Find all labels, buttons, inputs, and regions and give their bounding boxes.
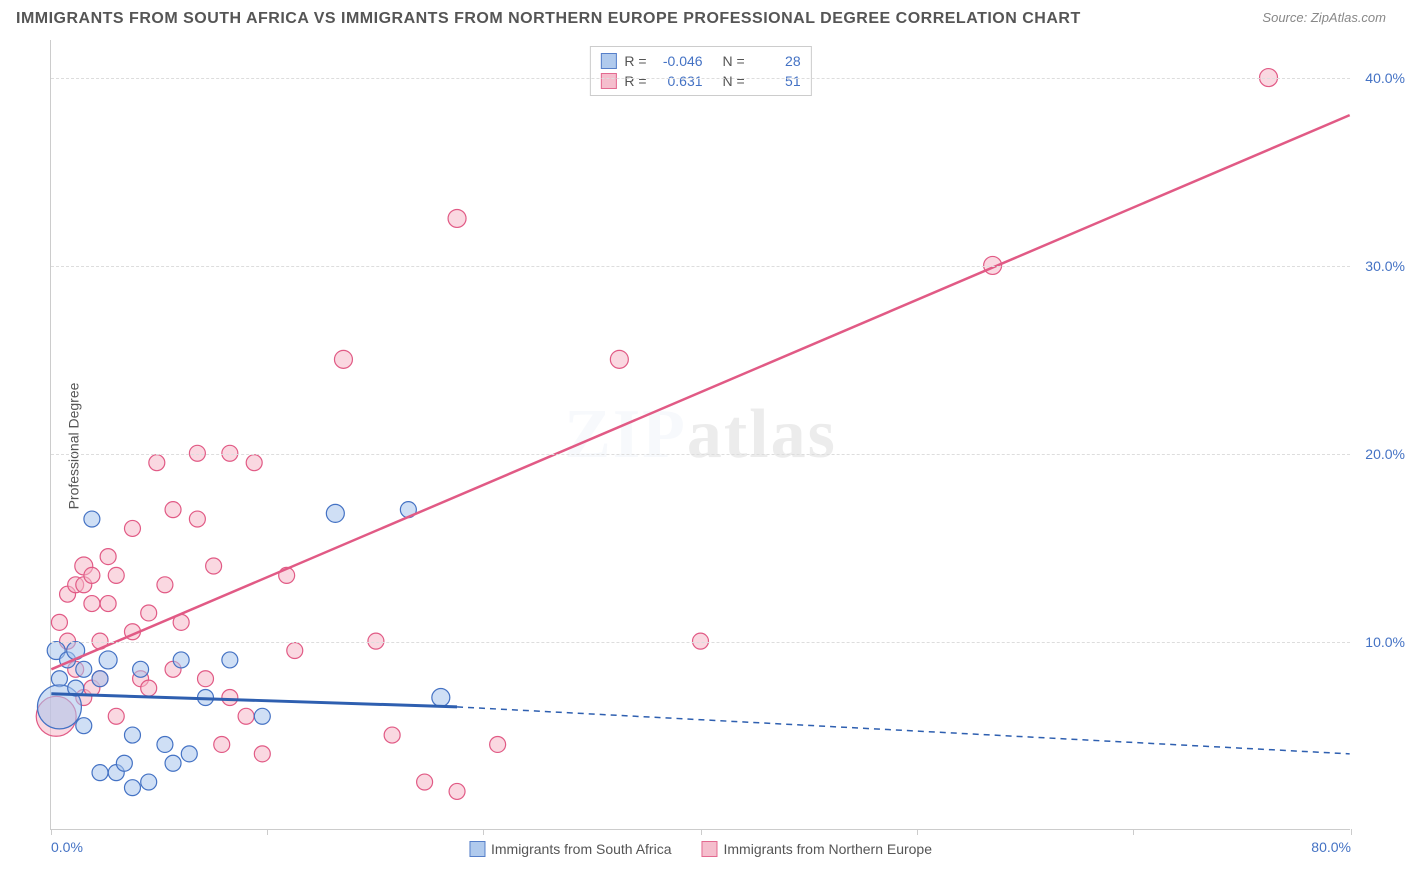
trend-line-extension	[457, 707, 1350, 754]
gridline	[51, 454, 1350, 455]
data-point	[222, 652, 238, 668]
plot-area: ZIPatlas R = -0.046 N = 28 R = 0.631 N =…	[50, 40, 1350, 830]
xtick	[483, 829, 484, 835]
data-point	[99, 651, 117, 669]
source-label: Source:	[1262, 10, 1307, 25]
data-point	[76, 718, 92, 734]
data-point	[238, 708, 254, 724]
data-point	[198, 671, 214, 687]
xtick-label: 80.0%	[1311, 839, 1351, 855]
gridline	[51, 78, 1350, 79]
data-point	[157, 736, 173, 752]
gridline	[51, 266, 1350, 267]
data-point	[432, 689, 450, 707]
data-point	[76, 661, 92, 677]
data-point	[92, 765, 108, 781]
data-point	[417, 774, 433, 790]
data-point	[384, 727, 400, 743]
legend-label-1: Immigrants from South Africa	[491, 841, 672, 857]
data-point	[84, 511, 100, 527]
xtick	[1351, 829, 1352, 835]
data-point	[124, 780, 140, 796]
series-legend: Immigrants from South Africa Immigrants …	[469, 841, 932, 857]
data-point	[165, 755, 181, 771]
data-point	[51, 671, 67, 687]
xtick	[1133, 829, 1134, 835]
data-point	[141, 774, 157, 790]
data-point	[254, 746, 270, 762]
data-point	[448, 209, 466, 227]
ytick-label: 20.0%	[1365, 446, 1405, 462]
source-attribution: Source: ZipAtlas.com	[1262, 10, 1386, 25]
trend-line	[51, 694, 457, 707]
data-point	[92, 671, 108, 687]
swatch-bottom-2	[701, 841, 717, 857]
data-point	[173, 652, 189, 668]
trend-line	[51, 115, 1349, 669]
data-point	[124, 520, 140, 536]
data-point	[141, 605, 157, 621]
data-point	[133, 661, 149, 677]
ytick-label: 40.0%	[1365, 70, 1405, 86]
legend-item-2: Immigrants from Northern Europe	[701, 841, 932, 857]
data-point	[116, 755, 132, 771]
data-point	[189, 511, 205, 527]
chart-svg	[51, 40, 1350, 829]
data-point	[181, 746, 197, 762]
data-point	[490, 736, 506, 752]
data-point	[124, 727, 140, 743]
data-point	[108, 567, 124, 583]
data-point	[214, 736, 230, 752]
legend-item-1: Immigrants from South Africa	[469, 841, 672, 857]
xtick-label: 0.0%	[51, 839, 83, 855]
data-point	[206, 558, 222, 574]
data-point	[84, 596, 100, 612]
data-point	[141, 680, 157, 696]
data-point	[149, 455, 165, 471]
data-point	[449, 783, 465, 799]
data-point	[84, 567, 100, 583]
data-point	[334, 350, 352, 368]
data-point	[326, 504, 344, 522]
chart-title: IMMIGRANTS FROM SOUTH AFRICA VS IMMIGRAN…	[16, 10, 1081, 28]
data-point	[246, 455, 262, 471]
source-value: ZipAtlas.com	[1311, 10, 1386, 25]
xtick	[701, 829, 702, 835]
data-point	[157, 577, 173, 593]
ytick-label: 10.0%	[1365, 634, 1405, 650]
data-point	[287, 643, 303, 659]
xtick	[51, 829, 52, 835]
swatch-bottom-1	[469, 841, 485, 857]
data-point	[222, 690, 238, 706]
ytick-label: 30.0%	[1365, 258, 1405, 274]
legend-label-2: Immigrants from Northern Europe	[723, 841, 932, 857]
data-point	[108, 708, 124, 724]
data-point	[165, 502, 181, 518]
xtick	[917, 829, 918, 835]
gridline	[51, 642, 1350, 643]
data-point	[100, 549, 116, 565]
xtick	[267, 829, 268, 835]
data-point	[100, 596, 116, 612]
data-point	[254, 708, 270, 724]
data-point	[610, 350, 628, 368]
data-point	[51, 614, 67, 630]
